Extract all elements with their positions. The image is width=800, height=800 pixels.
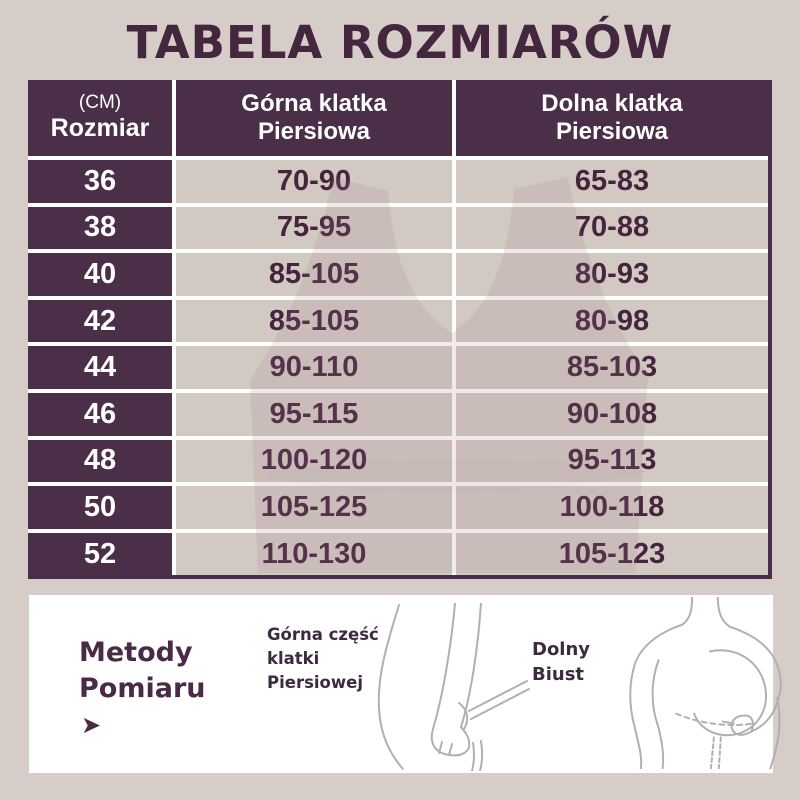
lower-label-line1: Dolny bbox=[532, 639, 591, 660]
upper-chest-cell: 75-95 bbox=[176, 206, 452, 250]
side-measure-illustration-icon bbox=[377, 603, 530, 771]
upper-chest-cell: 70-90 bbox=[176, 160, 452, 203]
methods-title-line2: Pomiaru bbox=[79, 673, 206, 705]
upper-chest-cell: 95-115 bbox=[176, 392, 452, 436]
lower-chest-cell: 90-108 bbox=[456, 392, 768, 436]
upper-chest-cell: 90-110 bbox=[176, 346, 452, 389]
front-measure-illustration-icon bbox=[629, 597, 782, 769]
header-size-label: Rozmiar bbox=[50, 114, 150, 143]
size-cell: 46 bbox=[28, 392, 172, 436]
upper-chest-cell: 105-125 bbox=[176, 486, 452, 529]
arrow-right-icon: ➤ bbox=[81, 711, 102, 739]
lower-bust-measure-label: Dolny Biust bbox=[532, 637, 590, 687]
size-cell: 36 bbox=[28, 160, 172, 203]
header-size-unit: (CM) bbox=[78, 92, 122, 114]
lower-chest-cell: 70-88 bbox=[456, 206, 768, 250]
lower-label-line2: Biust bbox=[532, 664, 585, 686]
size-cell: 50 bbox=[28, 486, 172, 529]
header-lower-chest-column: Dolna klatka Piersiowa bbox=[456, 80, 768, 156]
methods-title: Metody Pomiaru bbox=[79, 635, 205, 708]
upper-label-line3: Piersiowej bbox=[267, 672, 363, 692]
header-upper-line1: Górna klatka bbox=[241, 89, 387, 117]
header-lower-line2: Piersiowa bbox=[555, 118, 669, 145]
size-cell: 38 bbox=[28, 206, 172, 250]
lower-chest-cell: 80-98 bbox=[456, 299, 768, 343]
upper-label-line2: klatki bbox=[267, 648, 320, 668]
size-cell: 52 bbox=[28, 532, 172, 576]
header-upper-line2: Piersiowa bbox=[257, 118, 371, 145]
size-cell: 40 bbox=[28, 253, 172, 296]
header-size-column: (CM) Rozmiar bbox=[28, 80, 172, 156]
header-upper-chest-column: Górna klatka Piersiowa bbox=[176, 80, 452, 156]
header-lower-line1: Dolna klatka bbox=[541, 89, 683, 117]
upper-chest-cell: 85-105 bbox=[176, 253, 452, 296]
size-cell: 44 bbox=[28, 346, 172, 389]
page-title: TABELA ROZMIARÓW bbox=[126, 16, 674, 69]
size-table: (CM) Rozmiar Górna klatka Piersiowa Doln… bbox=[28, 80, 772, 580]
lower-chest-cell: 105-123 bbox=[456, 532, 768, 576]
upper-chest-cell: 85-105 bbox=[176, 299, 452, 343]
lower-chest-cell: 100-118 bbox=[456, 486, 768, 529]
size-cell: 42 bbox=[28, 299, 172, 343]
upper-chest-cell: 100-120 bbox=[176, 439, 452, 483]
size-cell: 48 bbox=[28, 439, 172, 483]
lower-chest-cell: 65-83 bbox=[456, 160, 768, 203]
upper-chest-cell: 110-130 bbox=[176, 532, 452, 576]
lower-chest-cell: 95-113 bbox=[456, 439, 768, 483]
methods-title-line1: Metody bbox=[79, 637, 193, 668]
measurement-panel: Metody Pomiaru ➤ Górna część klatki Pier… bbox=[29, 595, 782, 773]
upper-chest-measure-label: Górna część klatki Piersiowej bbox=[267, 623, 379, 695]
upper-label-line1: Górna część bbox=[267, 625, 379, 644]
lower-chest-cell: 85-103 bbox=[456, 346, 768, 389]
lower-chest-cell: 80-93 bbox=[456, 253, 768, 296]
